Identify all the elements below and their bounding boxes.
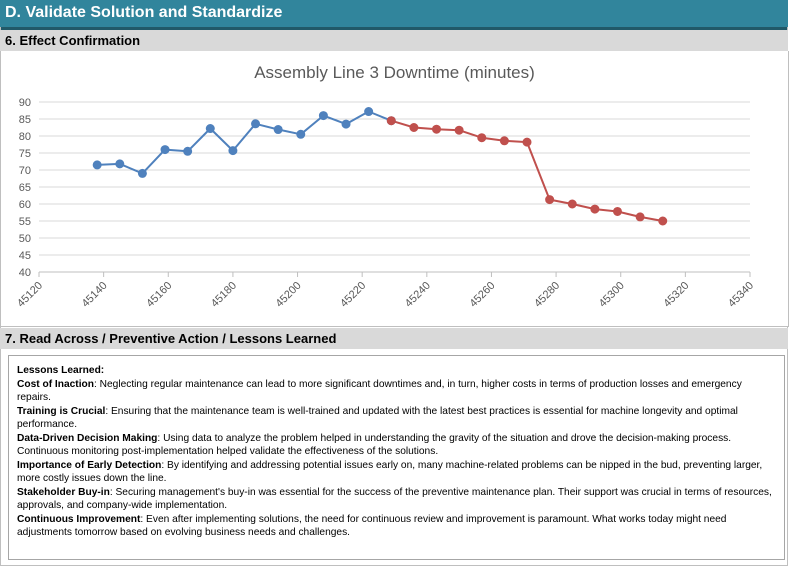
x-tick-label: 45260 — [467, 280, 497, 310]
series-2-point — [386, 116, 396, 126]
series-1-point — [296, 129, 306, 139]
y-tick-label: 90 — [19, 97, 31, 109]
y-tick-label: 45 — [19, 250, 31, 262]
x-tick-label: 45320 — [661, 280, 691, 310]
lesson-item: Stakeholder Buy-in: Securing management'… — [17, 486, 777, 513]
lessons-content: Lessons Learned: Cost of Inaction: Negle… — [17, 364, 777, 540]
x-tick-label: 45120 — [15, 280, 45, 310]
lesson-title: Importance of Early Detection — [17, 459, 162, 471]
series-1-point — [228, 146, 238, 156]
y-tick-label: 60 — [19, 199, 31, 211]
lesson-text: : By identifying and addressing potentia… — [17, 459, 763, 485]
y-tick-label: 40 — [19, 267, 31, 279]
lesson-title: Training is Crucial — [17, 405, 106, 417]
section-title: D. Validate Solution and Standardize — [5, 4, 283, 21]
series-1-point — [137, 168, 147, 178]
series-1-point — [92, 160, 102, 170]
y-tick-label: 80 — [19, 131, 31, 143]
lesson-item: Data-Driven Decision Making: Using data … — [17, 432, 777, 459]
series-1-point — [115, 159, 125, 169]
series-1-point — [341, 119, 351, 129]
x-tick-label: 45240 — [403, 280, 433, 310]
series-2-point — [545, 195, 555, 205]
x-tick-label: 45140 — [80, 280, 110, 310]
lesson-text: : Using data to analyze the problem help… — [17, 432, 732, 458]
series-1-point — [183, 146, 193, 156]
series-2-point — [522, 137, 532, 147]
lessons-learned-box: Lessons Learned: Cost of Inaction: Negle… — [8, 355, 785, 560]
y-tick-label: 85 — [19, 114, 31, 126]
lessons-heading: Lessons Learned: — [17, 365, 105, 376]
series-1-point — [205, 124, 215, 134]
read-across-header: 7. Read Across / Preventive Action / Les… — [0, 328, 788, 349]
series-2-point — [567, 199, 577, 209]
series-2-point — [635, 212, 645, 222]
line-chart: 40 45 50 55 60 65 70 75 80 85 90 45120 45140 45160 451… — [15, 97, 756, 310]
series-2-point — [612, 206, 622, 216]
x-tick-label: 45220 — [338, 280, 368, 310]
x-tick-label: 45280 — [532, 280, 562, 310]
lesson-text: : Neglecting regular maintenance can lea… — [17, 378, 742, 404]
series-2-point — [499, 136, 509, 146]
lesson-text: : Even after implementing solutions, the… — [17, 513, 727, 539]
lesson-text: : Securing management's buy-in was essen… — [17, 486, 772, 512]
lesson-title: Data-Driven Decision Making — [17, 432, 158, 444]
series-1-point — [318, 111, 328, 121]
series-1-point — [273, 125, 283, 135]
x-tick-label: 45200 — [274, 280, 304, 310]
lesson-text: : Ensuring that the maintenance team is … — [17, 405, 738, 431]
y-tick-label: 50 — [19, 233, 31, 245]
series-2-point — [590, 204, 600, 214]
effect-confirmation-header: 6. Effect Confirmation — [0, 30, 788, 51]
series-1-point — [251, 119, 261, 129]
series-1-point — [160, 145, 170, 155]
effect-confirmation-label: 6. Effect Confirmation — [5, 33, 141, 48]
lesson-item: Cost of Inaction: Neglecting regular mai… — [17, 378, 777, 405]
y-tick-label: 55 — [19, 216, 31, 228]
series-2-point — [477, 133, 487, 143]
y-tick-label: 70 — [19, 165, 31, 177]
series-2-point — [432, 124, 442, 134]
series-2-point — [658, 216, 668, 226]
x-tick-label: 45340 — [726, 280, 756, 310]
chart-container: Assembly Line 3 Downtime (minutes) 40 45 5… — [0, 51, 789, 327]
section-header: D. Validate Solution and Standardize — [0, 0, 788, 30]
y-tick-label: 75 — [19, 148, 31, 160]
lesson-title: Continuous Improvement — [17, 513, 141, 525]
series-2-point — [454, 125, 464, 135]
lesson-item: Training is Crucial: Ensuring that the m… — [17, 405, 777, 432]
read-across-label: 7. Read Across / Preventive Action / Les… — [5, 331, 337, 346]
lesson-title: Cost of Inaction — [17, 378, 94, 390]
lesson-item: Importance of Early Detection: By identi… — [17, 459, 777, 486]
x-tick-label: 45180 — [209, 280, 239, 310]
lesson-title: Stakeholder Buy-in — [17, 486, 110, 498]
x-tick-label: 45300 — [597, 280, 627, 310]
series-2-point — [409, 123, 419, 132]
chart-title: Assembly Line 3 Downtime (minutes) — [254, 63, 535, 82]
series-1-point — [364, 107, 374, 117]
y-tick-label: 65 — [19, 182, 31, 194]
lesson-item: Continuous Improvement: Even after imple… — [17, 513, 777, 540]
x-tick-label: 45160 — [144, 280, 174, 310]
